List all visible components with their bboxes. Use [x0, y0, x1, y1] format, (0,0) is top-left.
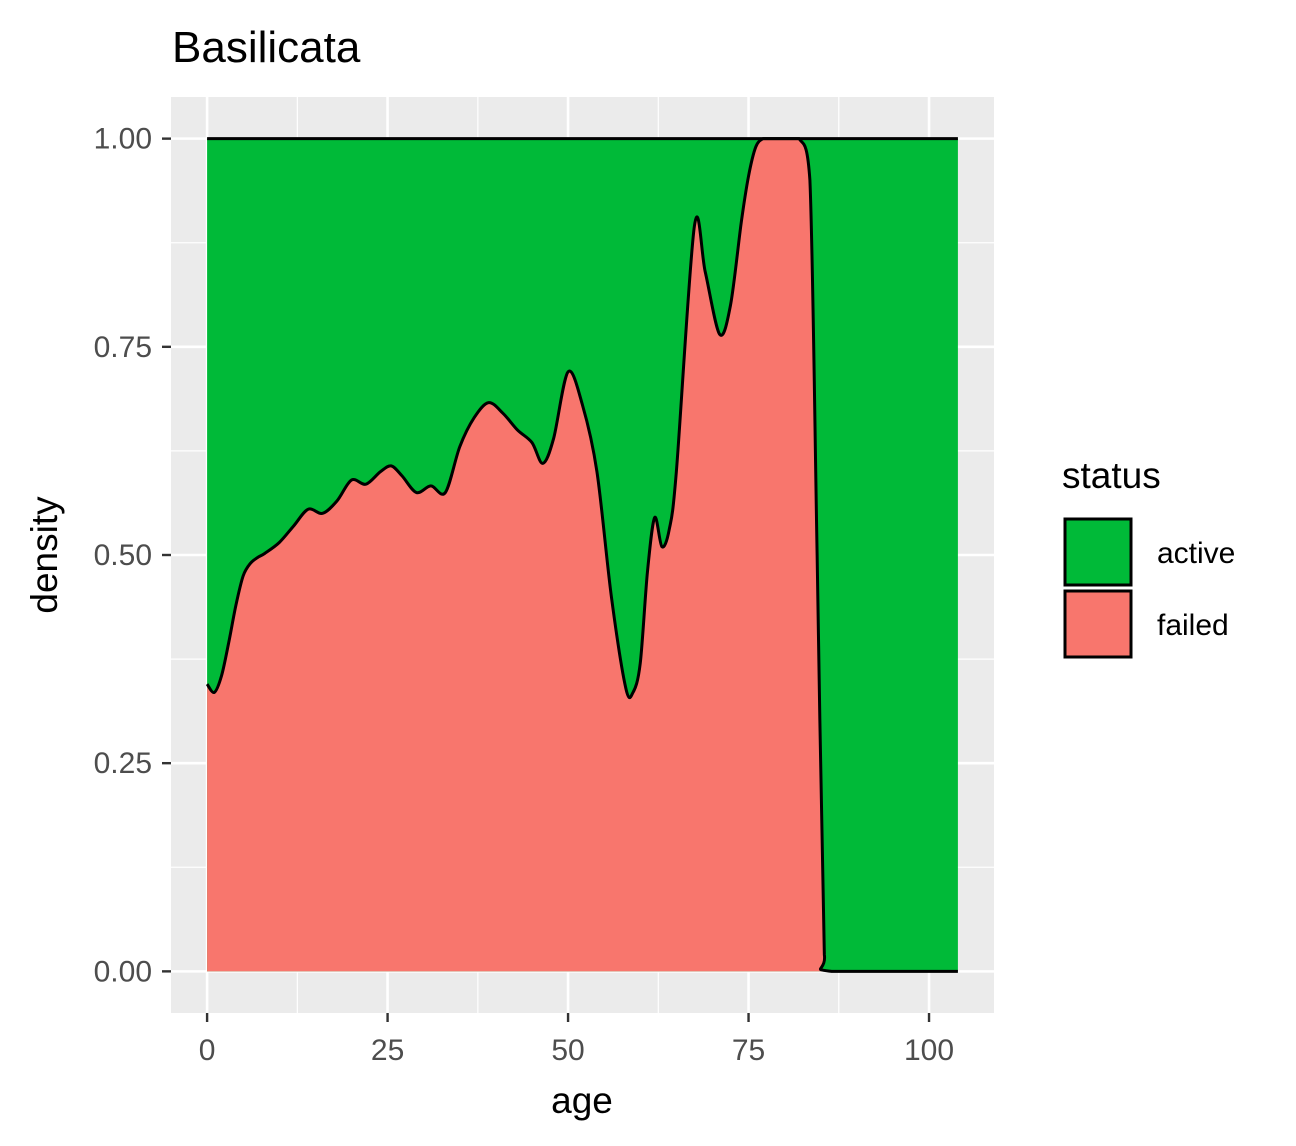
y-axis-title: density: [24, 496, 65, 614]
y-axis: 0.00 0.25 0.50 0.75 1.00: [94, 123, 171, 988]
x-tick-label: 75: [732, 1034, 765, 1067]
area-outline-boundary: [205, 137, 958, 973]
y-tick-label: 0.75: [94, 331, 152, 364]
x-tick-label: 100: [904, 1034, 954, 1067]
y-tick-label: 0.50: [94, 539, 152, 572]
y-tick-label: 0.00: [94, 955, 152, 988]
x-tick-label: 50: [551, 1034, 584, 1067]
legend-title: status: [1062, 455, 1161, 496]
x-axis-title: age: [551, 1080, 613, 1121]
x-tick-label: 25: [371, 1034, 404, 1067]
y-tick-label: 1.00: [94, 123, 152, 156]
legend-label-failed: failed: [1157, 609, 1229, 642]
legend-key-active: [1063, 517, 1133, 587]
y-tick-label: 0.25: [94, 747, 152, 780]
legend-key-failed: [1063, 589, 1133, 659]
legend-entries: active failed: [1063, 517, 1235, 659]
legend: status active failed: [1062, 455, 1235, 659]
chart-title: Basilicata: [172, 23, 361, 72]
x-tick-label: 0: [199, 1034, 216, 1067]
legend-label-active: active: [1157, 537, 1235, 570]
x-axis: 0 25 50 75 100: [199, 1013, 954, 1067]
area-failed: [207, 138, 958, 972]
